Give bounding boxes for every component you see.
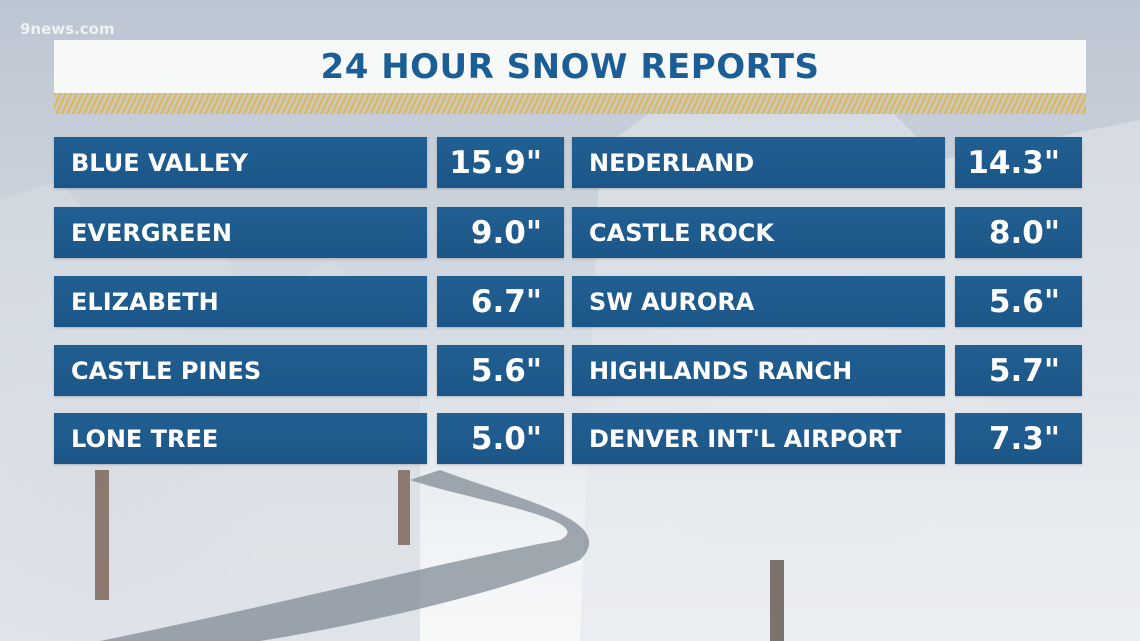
- snow-amount: 5.6": [955, 276, 1082, 327]
- location-name: EVERGREEN: [54, 207, 427, 258]
- page-title: 24 HOUR SNOW REPORTS: [320, 46, 820, 87]
- snow-amount: 6.7": [437, 276, 564, 327]
- location-name: NEDERLAND: [572, 137, 945, 188]
- snow-amount: 5.7": [955, 345, 1082, 396]
- snow-amount: 8.0": [955, 207, 1082, 258]
- location-name: CASTLE PINES: [54, 345, 427, 396]
- location-name: SW AURORA: [572, 276, 945, 327]
- snow-amount: 14.3": [955, 137, 1082, 188]
- snow-amount: 5.0": [437, 413, 564, 464]
- title-bar: 24 HOUR SNOW REPORTS: [54, 40, 1086, 93]
- location-name: HIGHLANDS RANCH: [572, 345, 945, 396]
- location-name: CASTLE ROCK: [572, 207, 945, 258]
- decorative-stripe: [54, 93, 1086, 114]
- snow-amount: 7.3": [955, 413, 1082, 464]
- location-name: ELIZABETH: [54, 276, 427, 327]
- station-logo: 9news.com: [20, 20, 115, 38]
- snow-amount: 5.6": [437, 345, 564, 396]
- snow-amount: 15.9": [437, 137, 564, 188]
- location-name: LONE TREE: [54, 413, 427, 464]
- location-name: DENVER INT'L AIRPORT: [572, 413, 945, 464]
- snow-amount: 9.0": [437, 207, 564, 258]
- location-name: BLUE VALLEY: [54, 137, 427, 188]
